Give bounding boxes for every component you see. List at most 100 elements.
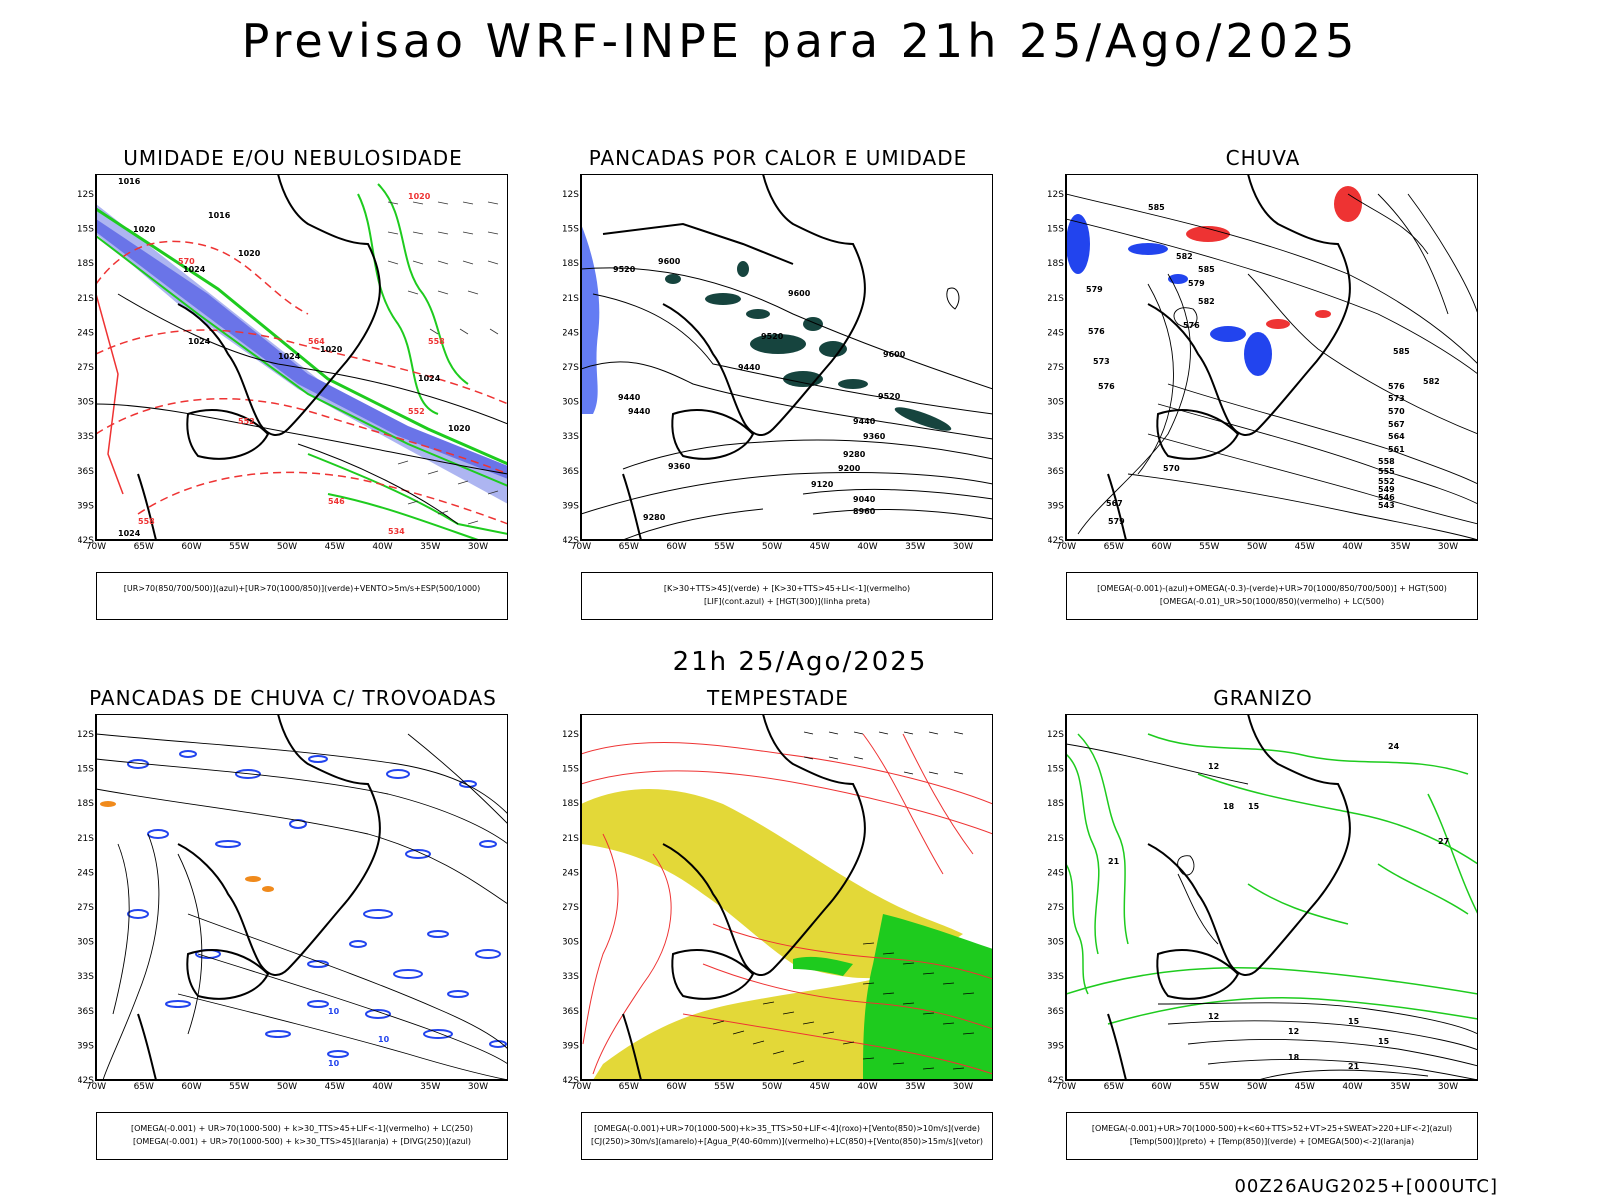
lat-tick-label: 27S — [1048, 903, 1064, 913]
legend-line: [OMEGA(-0.01)_UR>50(1000/850)(vermelho) … — [1159, 597, 1385, 606]
omega-red-areas — [1186, 186, 1362, 329]
lat-tick-label: 21S — [563, 294, 579, 304]
wind-vectors — [387, 201, 499, 525]
lon-tick-label: 60W — [666, 1082, 686, 1090]
map-border — [1065, 174, 1478, 541]
lon-tick-label: 50W — [1247, 542, 1267, 550]
lat-tick-label: 21S — [78, 834, 94, 844]
lat-tick-label: 18S — [563, 799, 579, 809]
lat-tick-label: 24S — [563, 328, 579, 338]
lat-tick-label: 30S — [1048, 398, 1064, 408]
contour-label: 9440 — [628, 407, 651, 416]
contour-label: 15 — [1378, 1037, 1390, 1046]
panel-pancadas-trovoadas: PANCADAS DE CHUVA C/ TROVOADAS — [78, 686, 508, 1166]
lon-tick-label: 30W — [953, 542, 973, 550]
lon-tick-label: 30W — [1438, 1082, 1458, 1090]
contour-label: 579 — [1188, 279, 1205, 288]
lon-tick-label: 70W — [86, 1082, 106, 1090]
lat-tick-label: 42S — [78, 1076, 94, 1086]
contour-label: 15 — [1348, 1017, 1360, 1026]
lat-tick-label: 30S — [563, 398, 579, 408]
lon-tick-label: 70W — [571, 1082, 591, 1090]
contour-label: 9280 — [643, 513, 666, 522]
contour-label: 576 — [1388, 382, 1405, 391]
contour-label: 579 — [1086, 285, 1103, 294]
map-border — [95, 174, 508, 541]
lat-tick-label: 33S — [563, 432, 579, 442]
streamlines — [96, 733, 508, 1080]
lat-tick-label: 39S — [78, 501, 94, 511]
legend-line: [OMEGA(-0.001) + UR>70(1000-500) + k>30_… — [132, 1137, 472, 1146]
lon-tick-label: 50W — [1247, 1082, 1267, 1090]
lat-tick-label: 42S — [1048, 1076, 1064, 1086]
contour-label: 552 — [1378, 477, 1395, 486]
humidity-contour-green — [96, 207, 508, 466]
map-pancadas-trovoadas: 12S 15S 18S 21S 24S 27S 30S 33S 36S 39S 42S 70W 65W… — [78, 714, 508, 1090]
contour-label: 8960 — [853, 507, 876, 516]
contour-label: 1024 — [418, 374, 441, 383]
run-timestamp: 00Z26AUG2025+[000UTC] — [1234, 1176, 1498, 1197]
legend-box: [K>30+TTS>45](verde) + [K>30+TTS>45+LI<-… — [581, 572, 993, 620]
wind850-green — [863, 914, 993, 1080]
legend-line: [CJ(250)>30m/s](amarelo)+[Agua_P(40-60mm… — [591, 1137, 983, 1146]
contour-label: 534 — [388, 527, 405, 536]
lat-tick-label: 39S — [563, 1041, 579, 1051]
lat-tick-label: 27S — [563, 903, 579, 913]
lon-tick-label: 70W — [1056, 1082, 1076, 1090]
continent-outline — [1107, 174, 1351, 541]
panel-title: PANCADAS DE CHUVA C/ TROVOADAS — [89, 686, 497, 710]
lon-tick-label: 60W — [181, 542, 201, 550]
humidity-band-blue — [96, 219, 508, 479]
continent-outline — [622, 714, 866, 1081]
map-border — [580, 174, 993, 541]
contour-label: 9280 — [843, 450, 866, 459]
lon-tick-label: 50W — [762, 1082, 782, 1090]
legend-box: [OMEGA(-0.001)-(azul)+OMEGA(-0.3)-(verde… — [1066, 572, 1478, 620]
legend-box: [OMEGA(-0.001) + UR>70(1000-500) + k>30_… — [96, 1112, 508, 1160]
contour-label: 10 — [328, 1059, 340, 1068]
lon-tick-label: 50W — [277, 542, 297, 550]
legend-box: [UR>70(850/700/500)](azul)+[UR>70(1000/8… — [96, 572, 508, 620]
lon-tick-label: 65W — [619, 1082, 639, 1090]
legend-line: [LIF](cont.azul) + [HGT(300)](linha pret… — [703, 597, 871, 606]
lat-tick-label: 24S — [78, 868, 94, 878]
lat-tick-label: 39S — [78, 1041, 94, 1051]
lat-tick-label: 12S — [78, 730, 94, 740]
contour-label: 10 — [328, 1007, 340, 1016]
orange-convective-areas — [100, 801, 274, 892]
contour-label: 552 — [238, 417, 255, 426]
contour-label: 582 — [1176, 252, 1193, 261]
lat-tick-label: 18S — [78, 799, 94, 809]
contour-label: 558 — [1378, 457, 1395, 466]
contour-label: 9440 — [853, 417, 876, 426]
lat-tick-label: 18S — [1048, 799, 1064, 809]
contour-label: 576 — [1098, 382, 1115, 391]
lon-tick-label: 55W — [714, 542, 734, 550]
map-tempestade: 12S 15S 18S 21S 24S 27S 30S 33S 36S 39S 42S 70W 65W… — [563, 714, 993, 1090]
contour-label: 9120 — [811, 480, 834, 489]
panel-title: CHUVA — [1225, 146, 1301, 170]
lon-tick-label: 60W — [1151, 1082, 1171, 1090]
contour-label: 9200 — [838, 464, 861, 473]
contour-label: 552 — [408, 407, 425, 416]
lat-tick-label: 24S — [563, 868, 579, 878]
hgt300-contours — [581, 267, 993, 540]
lon-tick-label: 50W — [277, 1082, 297, 1090]
lon-tick-label: 35W — [1390, 542, 1410, 550]
contour-label: 9520 — [761, 332, 784, 341]
contour-label: 1024 — [183, 265, 206, 274]
contour-label: 1020 — [448, 424, 471, 433]
lon-tick-label: 45W — [810, 542, 830, 550]
lat-tick-label: 12S — [1048, 190, 1064, 200]
lat-tick-label: 18S — [1048, 259, 1064, 269]
map-border — [580, 714, 993, 1081]
contour-label: 24 — [1388, 742, 1400, 751]
contour-label: 9360 — [668, 462, 691, 471]
lat-tick-label: 15S — [563, 225, 579, 235]
divergence-contours — [127, 750, 507, 1058]
contour-label: 27 — [1438, 837, 1449, 846]
lat-tick-label: 15S — [1048, 765, 1064, 775]
lon-tick-label: 65W — [1104, 542, 1124, 550]
lat-tick-label: 15S — [78, 765, 94, 775]
map-chuva: 12S 15S 18S 21S 24S 27S 30S 33S 36S 39S 42S 70W 65W… — [1048, 174, 1478, 550]
